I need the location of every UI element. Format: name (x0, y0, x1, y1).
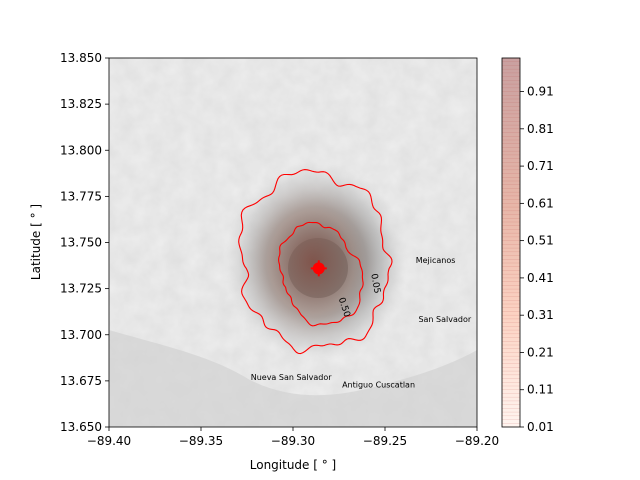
colorbar-tick-label: 0.21 (527, 345, 554, 359)
colorbar-tick-label: 0.71 (527, 159, 554, 173)
y-tick-label: 13.825 (60, 97, 102, 111)
x-tick-label: −89.40 (87, 434, 131, 448)
contour-line-0.50 (278, 221, 364, 327)
place-label: Antiguo Cuscatlan (342, 381, 415, 390)
y-tick-label: 13.700 (60, 328, 102, 342)
contours (238, 169, 393, 355)
terrain-lowland-shading (109, 330, 477, 427)
colorbar-ticks: 0.01 0.11 0.21 0.31 0.41 0.51 0.61 0.71 0.81 0.91 (520, 85, 554, 434)
y-tick-label: 13.675 (60, 374, 102, 388)
contour-line-0.05 (238, 169, 393, 355)
x-tick-label: −89.30 (271, 434, 315, 448)
colorbar-tick-label: 0.61 (527, 196, 554, 210)
colorbar-fill (502, 58, 520, 427)
place-labels: Mejicanos San Salvador Nueva San Salvador A… (251, 256, 472, 390)
colorbar-tick-label: 0.11 (527, 383, 554, 397)
x-tick-label: −89.35 (179, 434, 223, 448)
y-tick-label: 13.650 (60, 420, 102, 434)
y-tick-label: 13.800 (60, 143, 102, 157)
x-tick-label: −89.25 (363, 434, 407, 448)
y-tick-label: 13.750 (60, 236, 102, 250)
place-label: San Salvador (418, 315, 471, 324)
colorbar-tick-label: 0.91 (527, 85, 554, 99)
deposit-shading (242, 177, 382, 347)
y-tick-label: 13.850 (60, 51, 102, 65)
y-axis-label: Latitude [ ° ] (29, 204, 43, 280)
y-axis-ticks: 13.650 13.675 13.700 13.725 13.750 13.775 13.8… (60, 51, 109, 434)
contour-label: 0.05 (368, 273, 381, 294)
colorbar: 0.01 0.11 0.21 0.31 0.41 0.51 0.61 0.71 0.81 0.91 (501, 57, 554, 434)
place-label: Mejicanos (416, 256, 456, 265)
x-axis-label: Longitude [ ° ] (250, 458, 337, 472)
colorbar-tick-label: 0.81 (527, 122, 554, 136)
colorbar-tick-label: 0.41 (527, 271, 554, 285)
x-tick-label: −89.20 (455, 434, 499, 448)
colorbar-tick-label: 0.51 (527, 234, 554, 248)
y-tick-label: 13.775 (60, 189, 102, 203)
x-axis-ticks: −89.40 −89.35 −89.30 −89.25 −89.20 (87, 427, 499, 448)
colorbar-frame (501, 57, 521, 428)
y-tick-label: 13.725 (60, 282, 102, 296)
vent-marker (310, 260, 327, 277)
colorbar-level-lines (502, 57, 520, 428)
place-label: Nueva San Salvador (251, 373, 333, 382)
colorbar-tick-label: 0.31 (527, 308, 554, 322)
colorbar-tick-label: 0.01 (527, 420, 554, 434)
